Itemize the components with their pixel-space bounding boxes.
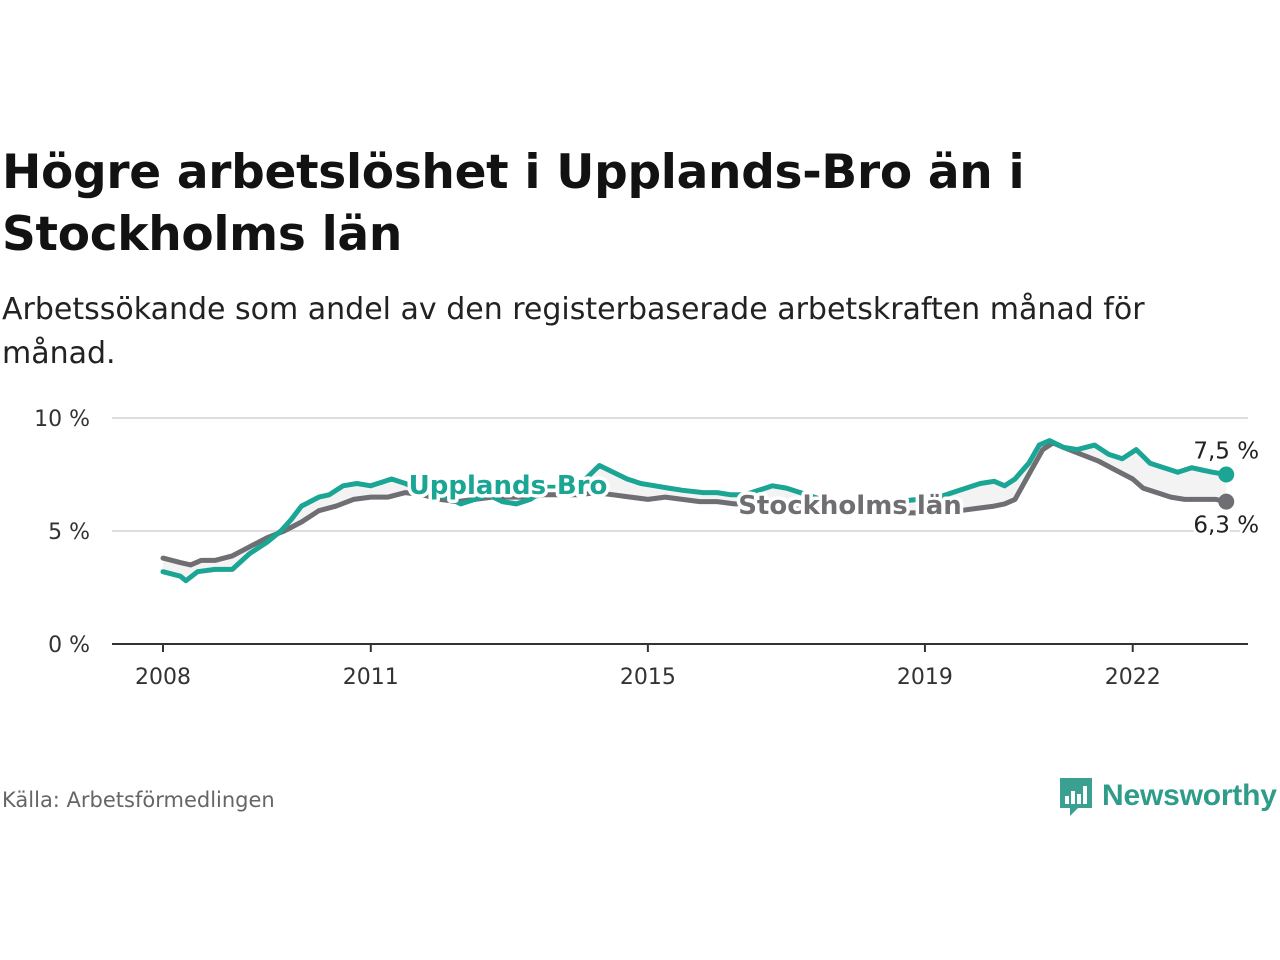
end-label-stockholms-lan: 6,3 % — [1193, 513, 1259, 539]
brand-name: Newsworthy — [1102, 779, 1277, 812]
x-tick-label: 2015 — [620, 665, 676, 690]
chart-title: Högre arbetslöshet i Upplands-Bro än i S… — [2, 145, 1025, 262]
x-tick-label: 2008 — [135, 665, 191, 690]
source-note: Källa: Arbetsförmedlingen — [2, 788, 275, 812]
y-tick-label: 0 % — [48, 633, 90, 658]
series-label-stockholms-lan: Stockholms län — [738, 491, 962, 521]
chart-subtitle: Arbetssökande som andel av den registerb… — [2, 292, 1145, 371]
series-lines — [160, 438, 1229, 584]
x-tick-label: 2011 — [343, 665, 399, 690]
newsworthy-logo-icon — [1060, 778, 1092, 816]
series-line-upplands-bro — [160, 438, 1229, 584]
end-label-upplands-bro: 7,5 % — [1193, 439, 1259, 465]
series-labels: Upplands-Bro Stockholms län 7,5 % 6,3 % — [405, 436, 1261, 541]
series-label-upplands-bro: Upplands-Bro — [409, 471, 608, 501]
y-tick-label: 5 % — [48, 520, 90, 545]
grid-lines: 0 % 5 % 10 % — [34, 407, 1248, 658]
x-tick-label: 2019 — [897, 665, 953, 690]
end-point-upplands-bro — [1218, 466, 1235, 483]
x-tick-label: 2022 — [1105, 665, 1161, 690]
y-tick-label: 10 % — [34, 407, 90, 432]
line-chart: 0 % 5 % 10 % 2008 2011 2015 2019 2022 Upplands… — [34, 407, 1262, 690]
brand-logo: Newsworthy — [1058, 772, 1277, 820]
x-axis: 2008 2011 2015 2019 2022 — [112, 643, 1248, 690]
end-point-stockholms-lan — [1218, 493, 1235, 510]
